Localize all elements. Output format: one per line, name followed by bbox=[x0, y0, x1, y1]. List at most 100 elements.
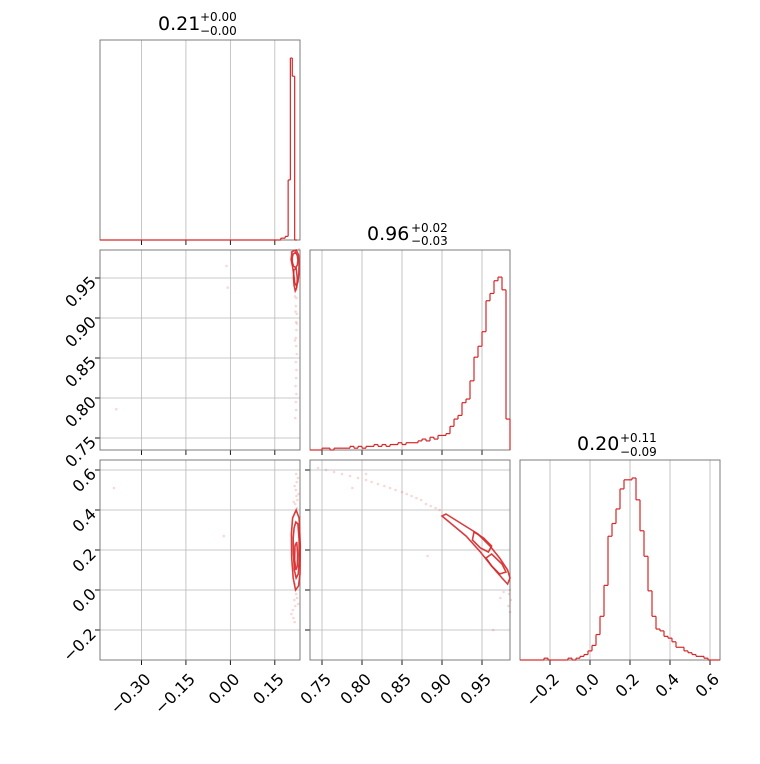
sample-point bbox=[507, 604, 510, 608]
y-tick-label: 0.4 bbox=[68, 504, 99, 535]
sample-point bbox=[419, 498, 423, 502]
sample-point bbox=[370, 480, 373, 484]
sample-point bbox=[424, 502, 428, 506]
sample-point bbox=[295, 328, 298, 332]
sample-point bbox=[295, 368, 298, 372]
sample-point bbox=[499, 596, 502, 600]
panel-frame bbox=[309, 459, 511, 661]
sample-point bbox=[225, 264, 228, 268]
sample-point bbox=[294, 488, 298, 492]
sample-point bbox=[291, 608, 295, 612]
x-tick-label: −0.2 bbox=[522, 670, 563, 711]
sample-point bbox=[400, 490, 404, 494]
sample-point bbox=[292, 616, 295, 620]
sample-point bbox=[507, 592, 511, 596]
sample-point bbox=[356, 476, 360, 480]
sample-point bbox=[295, 296, 298, 300]
sample-point bbox=[364, 472, 368, 476]
sample-point bbox=[293, 604, 297, 608]
density-contour bbox=[293, 541, 299, 571]
sample-point bbox=[294, 304, 298, 308]
density-contour bbox=[440, 513, 511, 586]
sample-point bbox=[294, 344, 298, 348]
labels-layer: 0.21 +0.00 −0.00 0.96 +0.02 −0.03 0.20 +… bbox=[59, 10, 723, 718]
x-tick-label: 0.2 bbox=[612, 670, 643, 701]
sample-point bbox=[410, 494, 413, 498]
title-1-median: 0.21 bbox=[158, 13, 200, 35]
sample-point bbox=[295, 322, 299, 325]
title-1-plus: +0.00 bbox=[200, 10, 237, 24]
sample-point bbox=[112, 486, 116, 490]
panels-layer bbox=[95, 39, 721, 665]
y-tick-label: 0.90 bbox=[61, 312, 100, 351]
sample-point bbox=[351, 486, 354, 490]
histogram-param-3 bbox=[520, 477, 720, 661]
sample-point bbox=[294, 400, 298, 404]
x-tick-label: 0.75 bbox=[296, 670, 335, 709]
x-tick-label: −0.30 bbox=[106, 670, 154, 718]
sample-point bbox=[226, 286, 230, 289]
sample-point bbox=[376, 482, 380, 486]
sample-point bbox=[340, 472, 344, 476]
x-tick-label: 0.85 bbox=[376, 670, 415, 709]
x-tick-label: 0.80 bbox=[336, 670, 375, 709]
histogram-param-1 bbox=[100, 57, 298, 241]
sample-point bbox=[429, 504, 433, 508]
density-contour bbox=[291, 251, 299, 269]
x-tick-label: −0.15 bbox=[151, 670, 199, 718]
panel-r1-c1 bbox=[309, 249, 511, 455]
panel-frame bbox=[309, 249, 511, 451]
sample-point bbox=[294, 376, 298, 380]
density-contour bbox=[292, 267, 299, 294]
sample-point bbox=[405, 492, 409, 496]
sample-point bbox=[332, 470, 336, 474]
sample-point bbox=[293, 502, 297, 506]
sample-point bbox=[293, 295, 297, 298]
scatter-param-1-vs-3 bbox=[112, 472, 302, 624]
sample-point bbox=[426, 554, 429, 558]
panel-frame bbox=[519, 459, 721, 661]
title-3-minus: −0.09 bbox=[620, 445, 657, 459]
x-tick-label: 0.90 bbox=[416, 670, 455, 709]
title-2-minus: −0.03 bbox=[411, 234, 448, 248]
density-contour bbox=[471, 530, 493, 554]
sample-point bbox=[114, 407, 118, 411]
x-tick-label: 0.6 bbox=[692, 670, 723, 701]
sample-point bbox=[324, 468, 328, 472]
y-tick-label: 0.95 bbox=[61, 272, 100, 311]
sample-point bbox=[508, 588, 512, 592]
sample-point bbox=[293, 484, 296, 488]
x-tick-label: 0.0 bbox=[572, 670, 603, 701]
panel-frame bbox=[99, 249, 301, 451]
sample-point bbox=[297, 247, 301, 251]
sample-point bbox=[294, 472, 298, 476]
sample-point bbox=[295, 392, 298, 396]
sample-point bbox=[296, 498, 299, 502]
sample-point bbox=[293, 339, 297, 342]
sample-point bbox=[316, 466, 320, 470]
x-tick-label: 0.4 bbox=[652, 670, 683, 701]
sample-point bbox=[294, 310, 297, 313]
panel-frame bbox=[99, 39, 301, 241]
title-2-plus: +0.02 bbox=[411, 221, 448, 235]
marks-layer bbox=[100, 57, 720, 661]
y-tick-label: −0.2 bbox=[59, 624, 100, 665]
sample-point bbox=[295, 494, 298, 498]
y-tick-label: 0.80 bbox=[61, 392, 100, 431]
panel-r0-c0 bbox=[99, 39, 301, 245]
sample-point bbox=[296, 602, 300, 606]
sample-point bbox=[364, 478, 368, 482]
panel-r1-c0 bbox=[95, 249, 301, 455]
scatter-param-2-vs-3 bbox=[316, 466, 513, 632]
sample-point bbox=[508, 610, 512, 614]
sample-point bbox=[348, 474, 352, 478]
title-2-median: 0.96 bbox=[367, 223, 409, 245]
sample-point bbox=[292, 500, 296, 504]
panel-r2-c0 bbox=[95, 459, 301, 665]
sample-point bbox=[295, 352, 299, 356]
sample-point bbox=[293, 620, 296, 624]
sample-point bbox=[394, 488, 397, 492]
x-tick-label: 0.95 bbox=[456, 670, 495, 709]
title-3-plus: +0.11 bbox=[620, 431, 657, 445]
